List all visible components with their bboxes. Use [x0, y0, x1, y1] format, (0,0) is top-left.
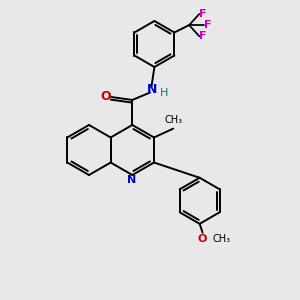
- Text: F: F: [204, 20, 211, 30]
- Text: CH₃: CH₃: [165, 115, 183, 125]
- Text: O: O: [100, 90, 111, 103]
- Text: H: H: [160, 88, 168, 98]
- Text: O: O: [198, 233, 207, 244]
- Text: CH₃: CH₃: [213, 234, 231, 244]
- Text: N: N: [127, 175, 136, 185]
- Text: F: F: [199, 9, 207, 19]
- Text: F: F: [199, 31, 207, 41]
- Text: N: N: [147, 83, 158, 96]
